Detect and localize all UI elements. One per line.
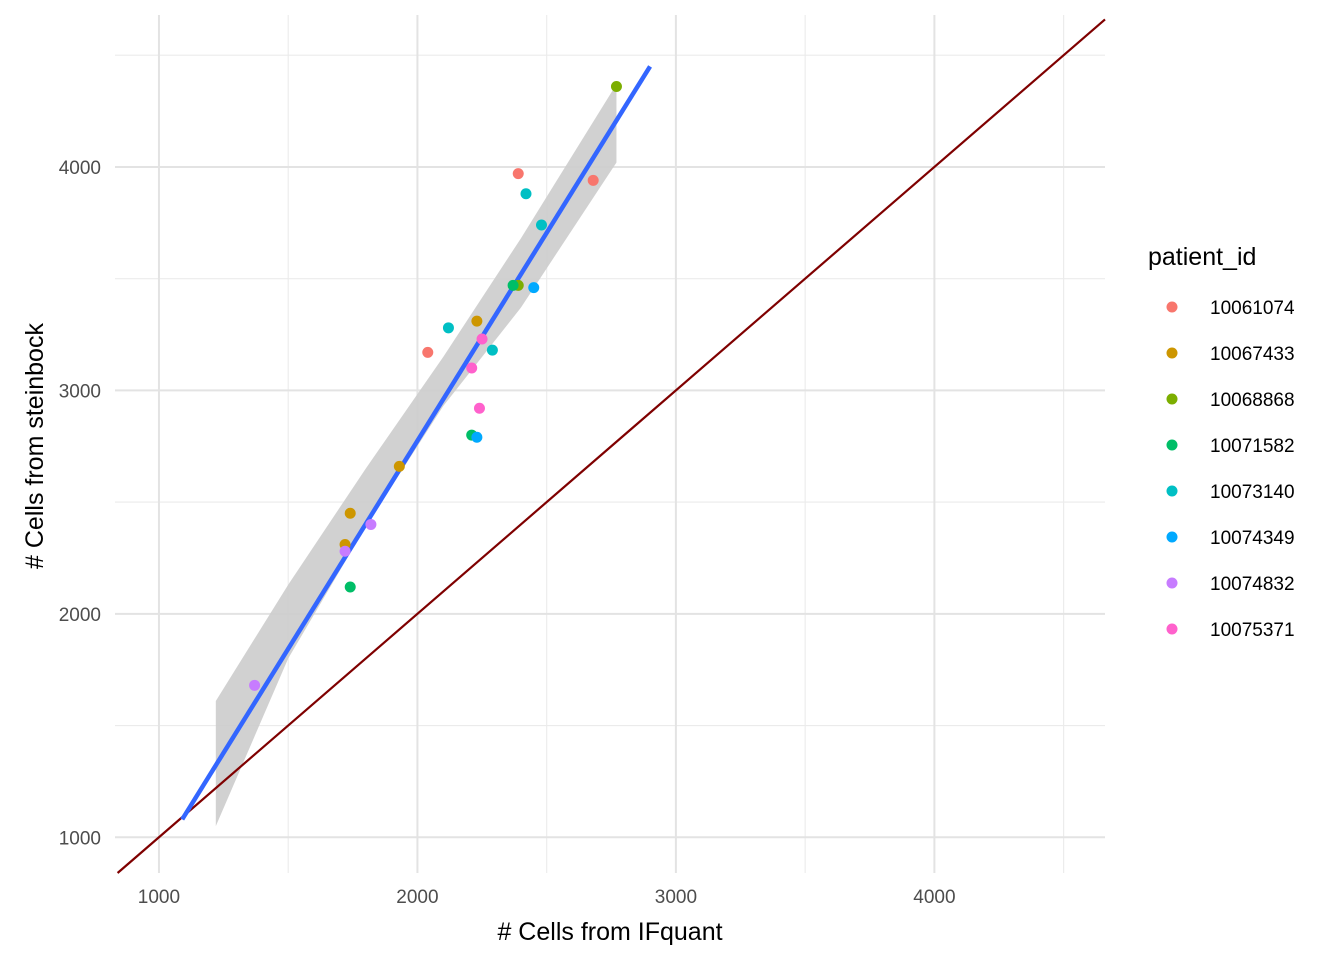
data-point-10074349 bbox=[471, 431, 483, 443]
data-points bbox=[249, 81, 622, 691]
regression-line bbox=[180, 65, 652, 821]
data-point-10073140 bbox=[536, 219, 548, 231]
y-axis-title: # Cells from steinbock bbox=[21, 323, 49, 569]
data-point-10075371 bbox=[476, 333, 488, 345]
data-point-10073140 bbox=[520, 188, 532, 200]
legend-key-10075371 bbox=[1166, 623, 1178, 635]
x-tick-label: 1000 bbox=[138, 887, 180, 908]
legend-label-10061074: 10061074 bbox=[1210, 298, 1295, 319]
data-point-10074349 bbox=[528, 282, 540, 294]
data-point-10074832 bbox=[339, 545, 351, 557]
data-point-10061074 bbox=[587, 174, 599, 186]
x-axis-title: # Cells from IFquant bbox=[497, 918, 722, 946]
legend-label-10071582: 10071582 bbox=[1210, 436, 1295, 457]
legend-label-10073140: 10073140 bbox=[1210, 482, 1295, 503]
legend-key-10061074 bbox=[1166, 301, 1178, 313]
legend-key-10071582 bbox=[1166, 439, 1178, 451]
legend-label-10074349: 10074349 bbox=[1210, 528, 1295, 549]
x-tick-label: 3000 bbox=[655, 887, 697, 908]
data-point-10061074 bbox=[512, 168, 524, 180]
data-point-10075371 bbox=[466, 362, 478, 374]
legend-label-10074832: 10074832 bbox=[1210, 574, 1295, 595]
identity-line-layer bbox=[116, 18, 1106, 874]
data-point-10067433 bbox=[344, 507, 356, 519]
data-point-10073140 bbox=[442, 322, 454, 334]
y-tick-label: 2000 bbox=[59, 605, 101, 626]
legend-key-10074349 bbox=[1166, 531, 1178, 543]
data-point-10073140 bbox=[486, 344, 498, 356]
confidence-band bbox=[215, 84, 617, 827]
data-point-10067433 bbox=[393, 460, 405, 472]
legend-label-10068868: 10068868 bbox=[1210, 390, 1295, 411]
legend-items: 10061074 10067433 10068868 10071582 10073140… bbox=[1166, 298, 1295, 641]
legend-title: patient_id bbox=[1148, 243, 1256, 271]
minor-gridlines bbox=[115, 15, 1105, 873]
legend: patient_id 10061074 10067433 10068868 10071… bbox=[1148, 243, 1295, 641]
x-tick-label: 2000 bbox=[396, 887, 438, 908]
tick-labels: 1000 2000 3000 4000 1000 2000 3000 4000 bbox=[59, 158, 956, 908]
data-point-10074832 bbox=[249, 679, 261, 691]
x-tick-label: 4000 bbox=[913, 887, 955, 908]
data-point-10067433 bbox=[471, 315, 483, 327]
data-point-10075371 bbox=[473, 402, 485, 414]
y-tick-label: 4000 bbox=[59, 158, 101, 179]
legend-key-10068868 bbox=[1166, 393, 1178, 405]
y-tick-label: 1000 bbox=[59, 828, 101, 849]
legend-key-10074832 bbox=[1166, 577, 1178, 589]
legend-key-10073140 bbox=[1166, 485, 1178, 497]
regression-confidence-band bbox=[215, 84, 617, 827]
legend-key-10067433 bbox=[1166, 347, 1178, 359]
data-point-10074832 bbox=[365, 518, 377, 530]
legend-label-10075371: 10075371 bbox=[1210, 620, 1295, 641]
y-tick-label: 3000 bbox=[59, 381, 101, 402]
identity-line bbox=[116, 18, 1106, 874]
data-point-10061074 bbox=[422, 346, 434, 358]
regression-line-layer bbox=[180, 65, 652, 821]
data-point-10071582 bbox=[344, 581, 356, 593]
legend-label-10067433: 10067433 bbox=[1210, 344, 1295, 365]
data-point-10068868 bbox=[610, 81, 622, 92]
data-point-10071582 bbox=[507, 279, 519, 291]
